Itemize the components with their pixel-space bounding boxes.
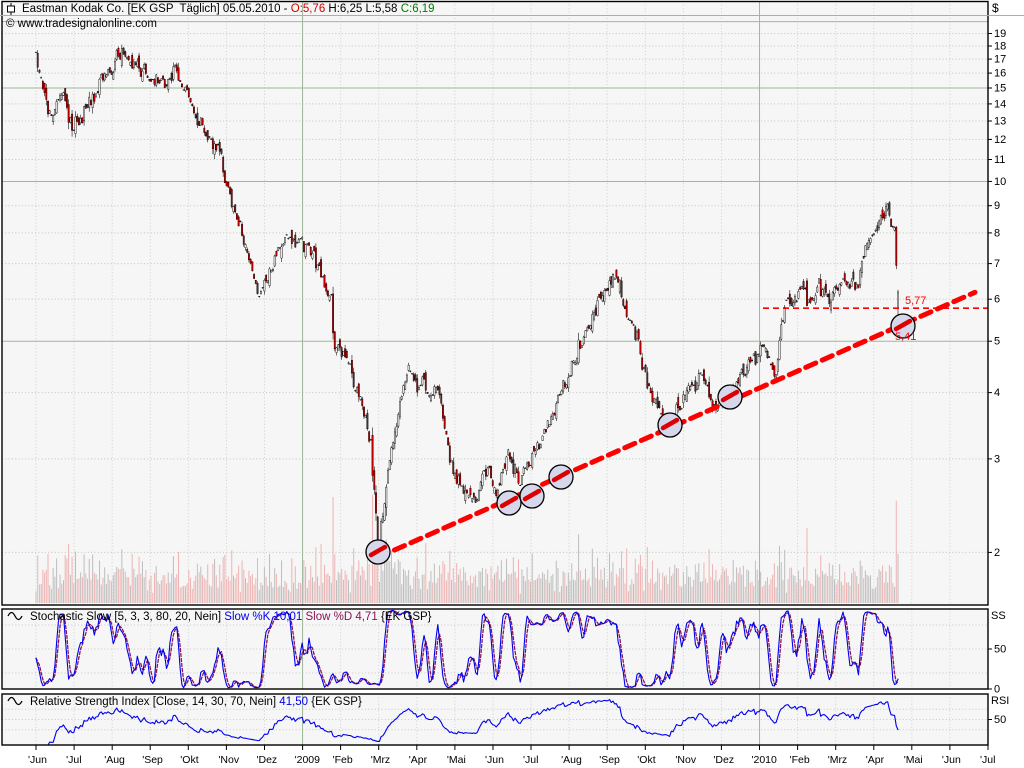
svg-text:2: 2	[994, 547, 1000, 559]
svg-text:'Mrz: 'Mrz	[828, 754, 848, 766]
svg-text:'Feb: 'Feb	[333, 754, 353, 766]
svg-text:9: 9	[994, 200, 1000, 212]
svg-text:8: 8	[994, 227, 1000, 239]
svg-text:0: 0	[994, 684, 1000, 696]
svg-text:Slow %K 10,01: Slow %K 10,01	[224, 611, 305, 623]
svg-text:'Jun: 'Jun	[28, 754, 47, 766]
svg-text:'Mai: 'Mai	[447, 754, 466, 766]
svg-text:17: 17	[994, 54, 1006, 66]
svg-text:O:5,76: O:5,76	[291, 3, 326, 15]
svg-text:{EK GSP}: {EK GSP}	[311, 696, 362, 708]
svg-text:'Aug: 'Aug	[104, 754, 125, 766]
svg-text:H:6,25 L:5,58: H:6,25 L:5,58	[325, 3, 400, 15]
svg-text:'Okt: 'Okt	[180, 754, 198, 766]
svg-text:6: 6	[994, 294, 1000, 306]
svg-text:'Jul: 'Jul	[66, 754, 81, 766]
svg-text:RSI: RSI	[991, 695, 1009, 707]
svg-text:11: 11	[994, 154, 1005, 166]
svg-text:SS: SS	[991, 610, 1006, 622]
svg-text:'Nov: 'Nov	[218, 754, 239, 766]
svg-text:Eastman Kodak Co. [EK GSP Täg: Eastman Kodak Co. [EK GSP Täglich] 05.05…	[22, 3, 291, 15]
svg-text:4: 4	[994, 387, 1000, 399]
svg-text:$: $	[992, 1, 999, 15]
svg-text:3: 3	[994, 453, 1000, 465]
svg-text:'Apr: 'Apr	[409, 754, 428, 766]
svg-text:13: 13	[994, 116, 1006, 128]
svg-text:19: 19	[994, 28, 1006, 40]
svg-text:'Apr: 'Apr	[866, 754, 885, 766]
svg-text:12: 12	[994, 134, 1006, 146]
svg-text:'Sep: 'Sep	[599, 754, 620, 766]
svg-text:'Okt: 'Okt	[637, 754, 655, 766]
svg-text:16: 16	[994, 68, 1006, 80]
svg-text:'Dez: 'Dez	[257, 754, 278, 766]
svg-text:50: 50	[994, 644, 1006, 656]
svg-text:'Dez: 'Dez	[713, 754, 734, 766]
svg-text:15: 15	[994, 83, 1006, 95]
svg-text:7: 7	[994, 258, 1000, 270]
svg-text:C:6,19: C:6,19	[401, 3, 435, 15]
svg-text:'Jun: 'Jun	[485, 754, 504, 766]
svg-text:'Sep: 'Sep	[142, 754, 163, 766]
svg-text:{EK GSP}: {EK GSP}	[381, 611, 432, 623]
svg-text:'2009: '2009	[295, 754, 321, 766]
svg-text:'2010: '2010	[752, 754, 778, 766]
svg-text:'Nov: 'Nov	[675, 754, 696, 766]
svg-text:Stochastic Slow [5, 3, 3, 80,: Stochastic Slow [5, 3, 3, 80, 20, Nein]	[30, 611, 224, 623]
svg-text:'Jun: 'Jun	[942, 754, 961, 766]
svg-text:Slow %D 4,71: Slow %D 4,71	[306, 611, 381, 623]
svg-text:14: 14	[994, 98, 1006, 110]
svg-text:10: 10	[994, 176, 1006, 188]
svg-text:'Mai: 'Mai	[904, 754, 923, 766]
svg-text:5,41: 5,41	[895, 331, 916, 343]
svg-text:18: 18	[994, 41, 1006, 53]
svg-text:'Mrz: 'Mrz	[371, 754, 391, 766]
svg-text:© www.tradesignalonline.com: © www.tradesignalonline.com	[6, 18, 157, 30]
svg-text:5,77: 5,77	[905, 295, 926, 307]
svg-text:'Aug: 'Aug	[561, 754, 582, 766]
svg-text:'Jul: 'Jul	[523, 754, 538, 766]
svg-text:'Jul: 'Jul	[980, 754, 995, 766]
svg-text:Relative Strength Index [Close: Relative Strength Index [Close, 14, 30, …	[30, 696, 279, 708]
svg-text:5: 5	[994, 336, 1000, 348]
svg-text:41,50: 41,50	[279, 696, 311, 708]
svg-text:50: 50	[994, 714, 1006, 726]
svg-text:'Feb: 'Feb	[790, 754, 810, 766]
